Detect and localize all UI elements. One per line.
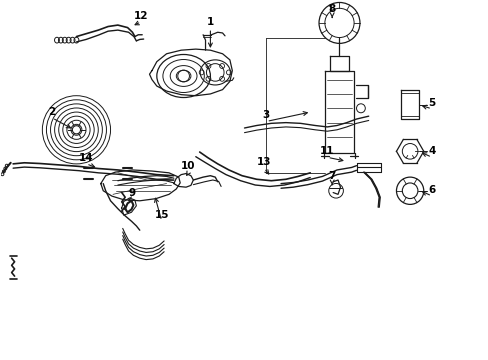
Text: 14: 14 [79,153,93,163]
Text: 13: 13 [256,157,271,167]
Text: 4: 4 [427,146,435,156]
Circle shape [72,126,81,134]
Text: 5: 5 [427,98,435,108]
Text: 9: 9 [129,188,136,198]
Text: 15: 15 [154,210,168,220]
Text: 7: 7 [328,171,335,181]
Text: 1: 1 [206,17,214,27]
Text: 3: 3 [262,111,269,121]
Text: 8: 8 [328,4,335,14]
Text: 10: 10 [181,161,195,171]
Text: 11: 11 [320,146,334,156]
Text: 2: 2 [48,107,56,117]
Text: 6: 6 [427,185,435,195]
Text: 12: 12 [134,11,148,21]
